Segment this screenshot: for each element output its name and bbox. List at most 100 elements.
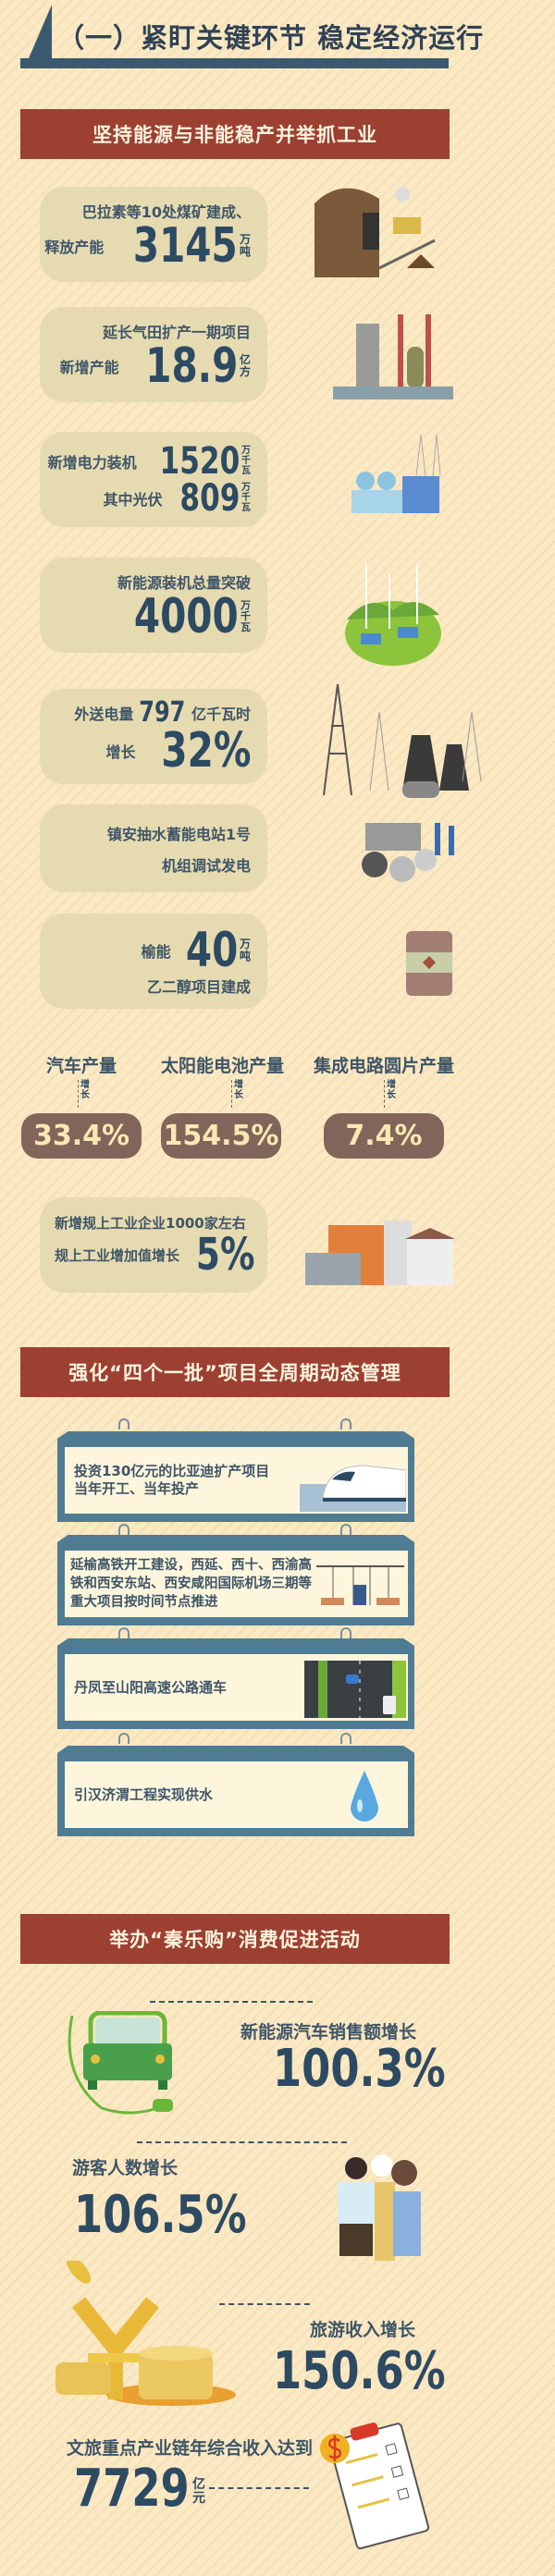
stat-label: 游客人数增长 xyxy=(72,2158,179,2178)
card-text: 新增电力装机 xyxy=(47,453,137,472)
stat-value: 106.5% xyxy=(74,2185,247,2245)
growth-tag: 增长 xyxy=(231,1080,243,1108)
card-text: 新能源装机总量突破 xyxy=(117,573,251,592)
water-drop-icon xyxy=(351,1771,378,1822)
unit: 瓦 xyxy=(240,620,251,633)
card-text: 增长 xyxy=(105,742,136,761)
hanger-hook xyxy=(340,1418,352,1429)
project-item: 延榆高铁开工建设，西延、西十、西渝高铁和西安东站、西安咸阳国际机场三期等重大项目… xyxy=(57,1535,414,1625)
unit: 千 xyxy=(240,609,251,622)
wind-solar-illustration xyxy=(345,564,441,666)
stat-label: 旅游收入增长 xyxy=(310,2320,416,2340)
dashed-connector xyxy=(137,2141,347,2143)
dashed-connector xyxy=(150,2001,313,2003)
stat-value: 100.3% xyxy=(273,2039,446,2099)
stat-value: 40 xyxy=(185,922,238,978)
stat-card-power: 新增电力装机 1520 万千瓦 其中光伏 809 万千瓦 xyxy=(40,432,267,527)
growth-tag: 增长 xyxy=(384,1080,396,1108)
stat-value: 1520 xyxy=(159,439,240,483)
gas-plant-illustration xyxy=(333,314,453,399)
stat-value: 5% xyxy=(195,1229,255,1281)
growth-label: 太阳能电池产量 xyxy=(161,1056,285,1076)
hanger-hook xyxy=(118,1627,130,1638)
unit: 瓦 xyxy=(241,466,251,476)
card-text: 新增产能 xyxy=(59,358,119,376)
stat-label: 新能源汽车销售额增长 xyxy=(240,2022,417,2042)
highway-icon xyxy=(304,1661,406,1718)
stat-value: 150.6% xyxy=(273,2341,446,2401)
project-text: 丹凤至山阳高速公路通车 xyxy=(74,1678,228,1696)
stat-value: 18.9 xyxy=(144,337,238,394)
oil-barrel-icon xyxy=(406,931,452,996)
hanger-hook xyxy=(340,1733,352,1744)
stat-value: 7729 xyxy=(74,2459,190,2519)
card-text: 榆能 xyxy=(141,942,171,961)
tourists-illustration xyxy=(338,2154,421,2261)
electric-car-icon xyxy=(68,2011,173,2115)
hanger-hook xyxy=(340,1627,352,1638)
factory-buildings-illustration xyxy=(305,1221,455,1285)
stat-card-pumped-storage: 镇安抽水蓄能电站1号 机组调试发电 xyxy=(40,804,267,892)
hanger-hook xyxy=(118,1524,130,1535)
coal-mine-illustration xyxy=(314,187,436,277)
card-text: 乙二醇项目建成 xyxy=(146,977,251,996)
unit: 千 xyxy=(241,456,251,466)
section-banner-projects: 强化“四个一批”项目全周期动态管理 xyxy=(20,1347,450,1397)
growth-label: 汽车产量 xyxy=(45,1056,117,1076)
card-text: 规上工业增加值增长 xyxy=(55,1246,180,1264)
growth-value-pill: 33.4% xyxy=(21,1113,142,1159)
stat-card-glycol: 榆能 40 万吨 乙二醇项目建成 xyxy=(40,914,267,1009)
card-text: 亿千瓦时 xyxy=(191,705,251,723)
unit: 万 xyxy=(241,446,251,456)
stat-card-gas: 延长气田扩产一期项目 新增产能 18.9 亿方 xyxy=(40,307,267,402)
hanger-hook xyxy=(118,1418,130,1429)
section-banner-industry: 坚持能源与非能稳产并举抓工业 xyxy=(20,109,450,159)
card-text: 机组调试发电 xyxy=(161,856,251,875)
stat-card-power-export: 外送电量 797 亿千瓦时 增长 32% xyxy=(40,689,267,784)
unit: 吨 xyxy=(239,244,251,258)
hanger-hook xyxy=(340,1524,352,1535)
unit: 万 xyxy=(241,483,251,493)
power-plant-illustration xyxy=(352,434,441,513)
card-text: 巴拉素等10处煤矿建成、 xyxy=(81,202,251,221)
header-underline xyxy=(20,58,449,68)
unit: 吨 xyxy=(239,949,251,963)
unit: 万 xyxy=(239,232,251,246)
card-text: 释放产能 xyxy=(44,238,105,256)
card-text: 镇安抽水蓄能电站1号 xyxy=(106,825,251,843)
unit: 千 xyxy=(241,493,251,503)
stat-card-new-energy: 新能源装机总量突破 4000 万千瓦 xyxy=(40,558,267,653)
stat-card-coal: 巴拉素等10处煤矿建成、 释放产能 3145 万吨 xyxy=(40,187,267,282)
stat-unit: 亿元 xyxy=(192,2478,205,2506)
power-grid-illustration xyxy=(323,683,482,798)
unit: 万 xyxy=(240,598,251,611)
unit: 亿 xyxy=(239,352,251,366)
unit: 万 xyxy=(239,937,251,951)
card-text: 新增规上工业企业1000家左右 xyxy=(55,1215,246,1232)
unit: 元 xyxy=(192,2491,205,2506)
growth-car: 汽车产量 增长 33.4% xyxy=(21,1052,142,1159)
project-text: 引汉济渭工程实现供水 xyxy=(74,1785,214,1803)
project-item: 引汉济渭工程实现供水 xyxy=(57,1746,414,1836)
project-text: 延榆高铁开工建设，西延、西十、西渝高铁和西安东站、西安咸阳国际机场三期等重大项目… xyxy=(70,1558,312,1610)
stat-label: 文旅重点产业链年综合收入达到 xyxy=(67,2438,314,2459)
dashed-connector xyxy=(209,2487,309,2489)
card-text: 外送电量 xyxy=(74,705,134,723)
unit: 方 xyxy=(239,364,251,378)
stat-value: 797 xyxy=(139,695,186,729)
high-speed-train-icon xyxy=(300,1465,406,1512)
header-triangle xyxy=(26,5,52,65)
dashed-connector xyxy=(219,2303,310,2305)
growth-value-pill: 154.5% xyxy=(161,1113,281,1159)
growth-solar-cell: 太阳能电池产量 增长 154.5% xyxy=(161,1052,285,1159)
growth-label: 集成电路圆片产量 xyxy=(313,1056,454,1076)
stat-value: 4000 xyxy=(134,588,239,644)
airport-terminal-icon xyxy=(316,1565,404,1605)
hanger-hook xyxy=(118,1733,130,1744)
stat-card-industry-enterprises: 新增规上工业企业1000家左右 规上工业增加值增长 5% xyxy=(40,1197,267,1293)
stat-value: 32% xyxy=(160,722,251,779)
page-title: （一）紧盯关键环节 稳定经济运行 xyxy=(57,22,485,54)
project-item: 丹凤至山阳高速公路通车 xyxy=(57,1638,414,1729)
unit: 亿 xyxy=(192,2477,205,2492)
stat-value: 809 xyxy=(179,476,240,520)
